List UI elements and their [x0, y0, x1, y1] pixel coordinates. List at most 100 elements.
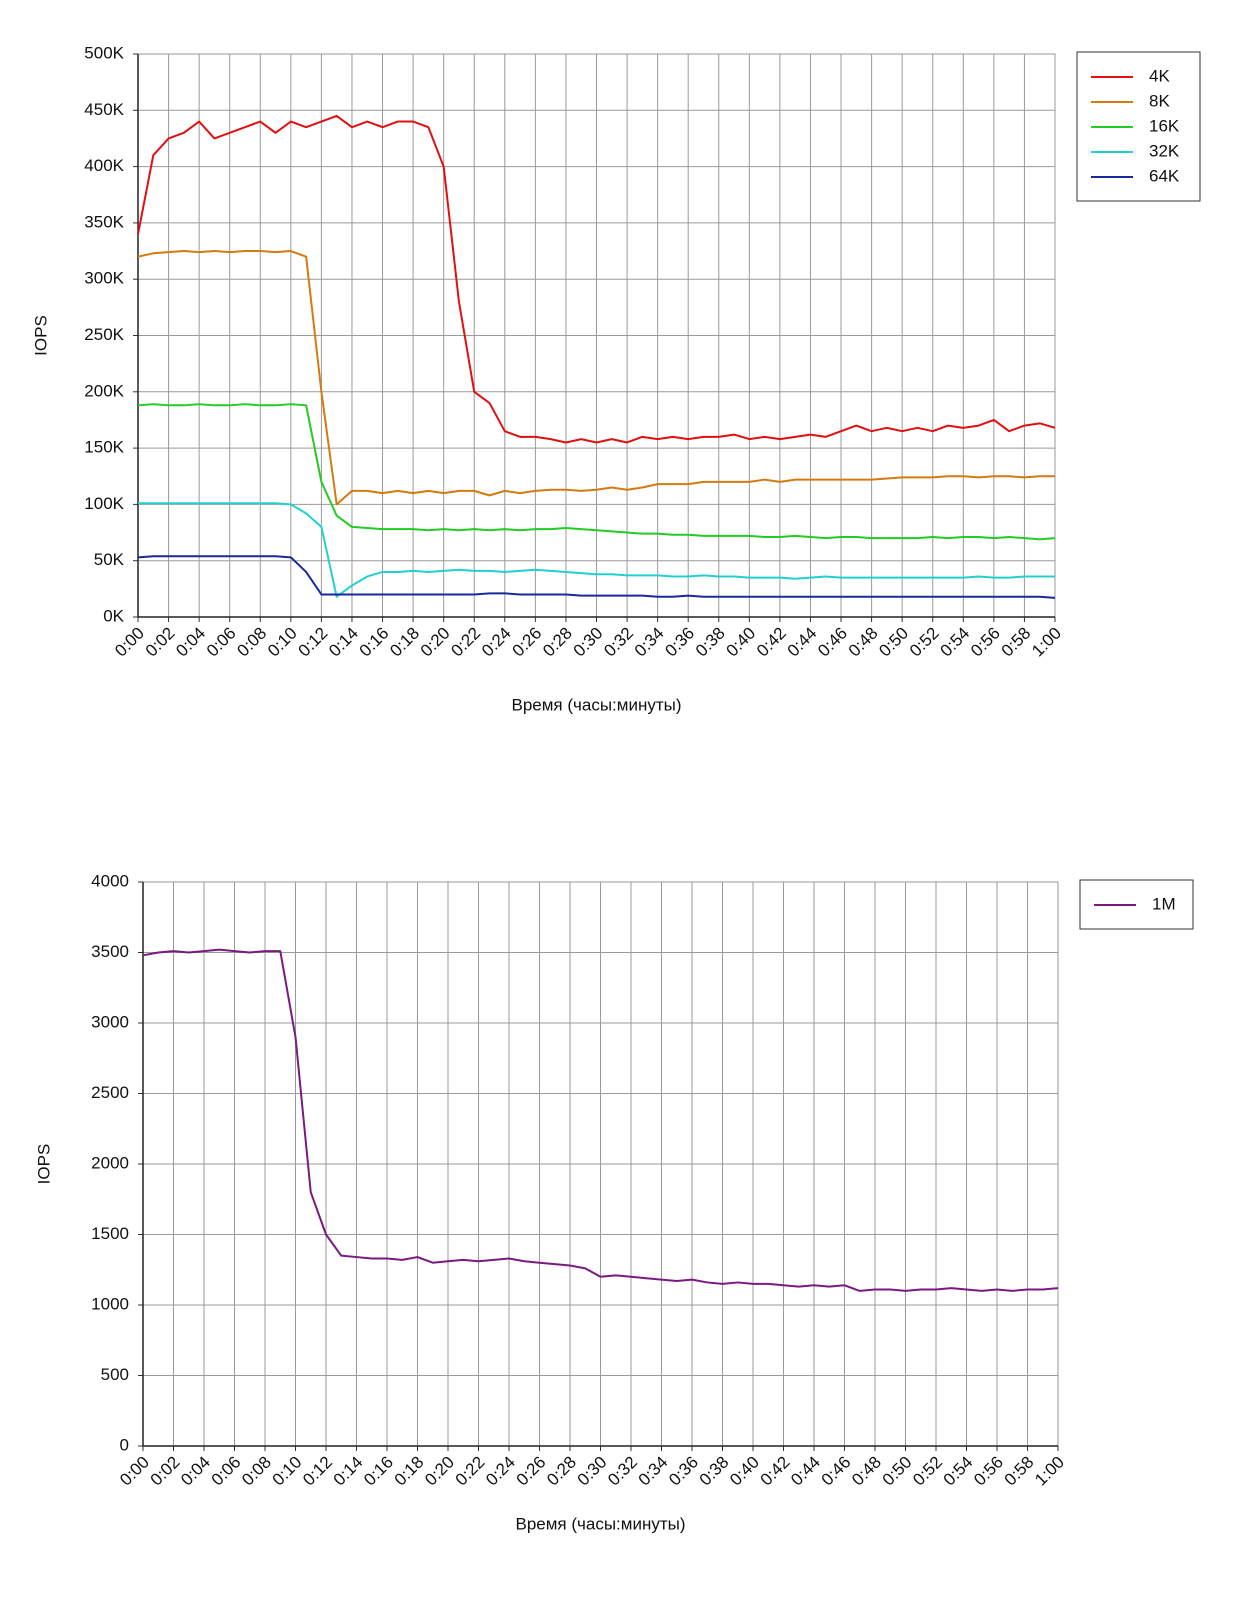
series-line — [137, 250, 1055, 506]
x-tick-label: 0:58 — [1001, 1453, 1038, 1490]
series-line — [137, 555, 1056, 599]
x-tick-label: 0:12 — [299, 1453, 336, 1490]
y-tick-label: 100K — [84, 494, 124, 513]
x-tick-label: 0:32 — [600, 624, 637, 661]
x-tick-label: 0:04 — [177, 1453, 214, 1490]
x-tick-label: 1:00 — [1031, 1453, 1068, 1490]
x-tick-label: 0:36 — [665, 1453, 702, 1490]
x-tick-label: 0:56 — [970, 1453, 1007, 1490]
x-tick-label: 0:54 — [936, 624, 973, 661]
y-tick-label: 4000 — [91, 871, 129, 890]
x-tick-label: 0:02 — [147, 1453, 184, 1490]
legend-label: 1M — [1152, 894, 1176, 913]
x-tick-label: 0:46 — [814, 624, 851, 661]
x-tick-label: 0:30 — [570, 624, 607, 661]
y-tick-label: 500K — [84, 43, 124, 62]
y-tick-label: 150K — [84, 438, 124, 457]
x-tick-label: 0:08 — [238, 1453, 275, 1490]
x-tick-label: 0:02 — [142, 624, 179, 661]
series-line — [137, 403, 1056, 541]
x-tick-label: 0:34 — [631, 624, 668, 661]
x-tick-label: 0:20 — [421, 1453, 458, 1490]
chart: 0 500 1000 1500 2000 2500 3000 3500 4000 0:000:02… — [34, 871, 1194, 1533]
x-tick-label: 0:28 — [543, 1453, 580, 1490]
y-tick-label: 1000 — [91, 1294, 129, 1313]
legend-label: 16K — [1149, 116, 1180, 135]
x-tick-label: 0:52 — [909, 1453, 946, 1490]
x-tick-label: 0:40 — [726, 1453, 763, 1490]
x-tick-label: 0:20 — [417, 624, 454, 661]
x-tick-label: 0:40 — [722, 624, 759, 661]
x-tick-label: 0:38 — [696, 1453, 733, 1490]
x-tick-label: 0:22 — [447, 624, 484, 661]
x-tick-label: 0:50 — [875, 624, 912, 661]
x-tick-label: 1:00 — [1028, 624, 1065, 661]
x-tick-label: 0:18 — [391, 1453, 428, 1490]
x-tick-label: 0:26 — [509, 624, 546, 661]
x-tick-label: 0:30 — [574, 1453, 611, 1490]
y-tick-label: 400K — [84, 156, 124, 175]
y-tick-label: 450K — [84, 100, 124, 119]
x-tick-label: 0:48 — [845, 624, 882, 661]
x-tick-label: 0:10 — [269, 1453, 306, 1490]
x-tick-label: 0:14 — [330, 1453, 367, 1490]
x-tick-label: 0:42 — [757, 1453, 794, 1490]
x-tick-label: 0:34 — [635, 1453, 672, 1490]
x-tick-label: 0:22 — [452, 1453, 489, 1490]
legend: 4K 8K 16K 32K 64K — [1076, 51, 1201, 202]
x-tick-label: 0:50 — [879, 1453, 916, 1490]
x-tick-label: 0:48 — [848, 1453, 885, 1490]
y-axis-title: IOPS — [34, 1144, 53, 1185]
series-line — [137, 114, 1056, 444]
y-axis-title: IOPS — [31, 315, 50, 356]
x-tick-label: 0:00 — [111, 624, 148, 661]
legend-label: 32K — [1149, 141, 1180, 160]
y-tick-label: 2500 — [91, 1083, 129, 1102]
x-tick-label: 0:42 — [753, 624, 790, 661]
x-tick-label: 0:16 — [356, 624, 393, 661]
x-tick-label: 0:54 — [940, 1453, 977, 1490]
x-tick-label: 0:08 — [233, 624, 270, 661]
y-tick-label: 250K — [84, 325, 124, 344]
x-tick-label: 0:38 — [692, 624, 729, 661]
x-tick-label: 0:52 — [906, 624, 943, 661]
x-tick-label: 0:18 — [386, 624, 423, 661]
x-tick-label: 0:12 — [295, 624, 332, 661]
x-tick-label: 0:04 — [172, 624, 209, 661]
x-tick-label: 0:06 — [208, 1453, 245, 1490]
legend-label: 4K — [1149, 66, 1170, 85]
series-line — [142, 948, 1059, 1292]
y-tick-label: 1500 — [91, 1224, 129, 1243]
x-tick-label: 0:26 — [513, 1453, 550, 1490]
y-tick-label: 350K — [84, 212, 124, 231]
y-tick-label: 50K — [94, 550, 125, 569]
x-tick-label: 0:24 — [478, 624, 515, 661]
x-tick-label: 0:06 — [203, 624, 240, 661]
y-tick-label: 2000 — [91, 1153, 129, 1172]
y-tick-label: 0 — [120, 1435, 129, 1454]
x-tick-label: 0:44 — [784, 624, 821, 661]
x-tick-label: 0:24 — [482, 1453, 519, 1490]
x-tick-label: 0:10 — [264, 624, 301, 661]
x-tick-label: 0:46 — [818, 1453, 855, 1490]
legend-label: 8K — [1149, 91, 1170, 110]
x-tick-label: 0:58 — [998, 624, 1035, 661]
y-tick-label: 3500 — [91, 942, 129, 961]
x-tick-label: 0:16 — [360, 1453, 397, 1490]
y-tick-label: 500 — [101, 1365, 129, 1384]
x-tick-label: 0:32 — [604, 1453, 641, 1490]
x-axis-title: Время (часы:минуты) — [515, 1514, 685, 1533]
chart: 0K 50K 100K 150K 200K 250K 300K 350K 400K 450K 500… — [31, 43, 1201, 714]
y-tick-label: 300K — [84, 269, 124, 288]
x-tick-label: 0:44 — [787, 1453, 824, 1490]
x-axis-title: Время (часы:минуты) — [511, 695, 681, 714]
y-tick-label: 0K — [103, 606, 124, 625]
x-tick-label: 0:56 — [967, 624, 1004, 661]
legend: 1M — [1079, 879, 1194, 930]
x-tick-label: 0:00 — [116, 1453, 153, 1490]
x-tick-label: 0:28 — [539, 624, 576, 661]
x-tick-label: 0:36 — [661, 624, 698, 661]
y-tick-label: 200K — [84, 381, 124, 400]
series-line — [138, 502, 1055, 598]
